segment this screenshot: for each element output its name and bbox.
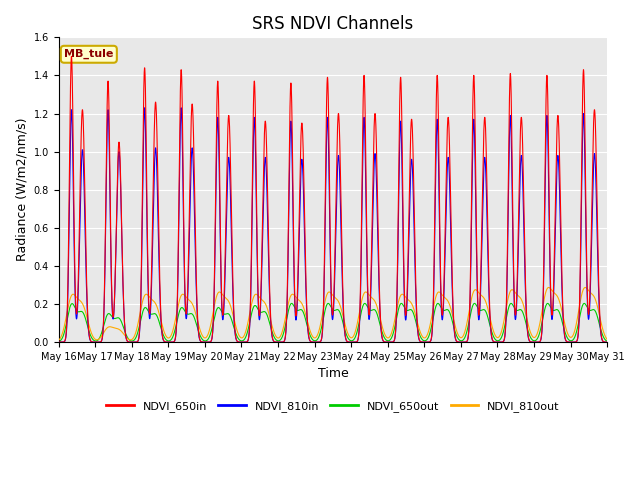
Y-axis label: Radiance (W/m2/nm/s): Radiance (W/m2/nm/s): [15, 118, 28, 262]
Legend: NDVI_650in, NDVI_810in, NDVI_650out, NDVI_810out: NDVI_650in, NDVI_810in, NDVI_650out, NDV…: [102, 396, 564, 416]
Text: MB_tule: MB_tule: [64, 49, 113, 60]
X-axis label: Time: Time: [317, 367, 348, 380]
Title: SRS NDVI Channels: SRS NDVI Channels: [252, 15, 413, 33]
